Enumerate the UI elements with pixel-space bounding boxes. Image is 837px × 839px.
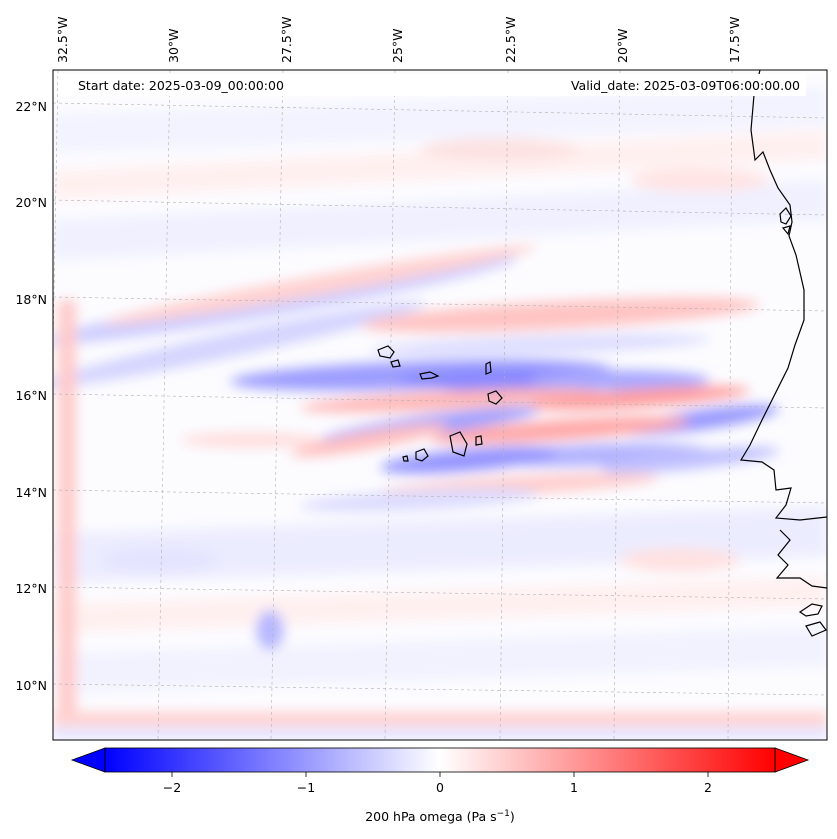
- colorbar-tick-label: 1: [570, 780, 578, 795]
- lon-label-20w: 20°W: [615, 28, 630, 63]
- colorbar-extend-high: [774, 747, 810, 773]
- island-sal: [485, 361, 492, 375]
- map-frame: [52, 69, 828, 741]
- island-santiago: [449, 431, 468, 457]
- lat-label-10n: 10°N: [15, 678, 47, 693]
- lon-label-30w: 30°W: [166, 28, 181, 63]
- lon-label-27-5w: 27.5°W: [279, 17, 294, 63]
- colorbar-extend-low: [70, 747, 106, 773]
- lat-label-22n: 22°N: [15, 99, 47, 114]
- island-santo-antao: [377, 345, 395, 359]
- valid-date-label: Valid_date: 2025-03-09T06:00:00.00: [571, 78, 800, 93]
- longitude-labels: 32.5°W 30°W 27.5°W 25°W 22.5°W 20°W 17.5…: [55, 17, 742, 63]
- coastline: [377, 70, 827, 637]
- colorbar: −2 −1 0 1 2 200 hPa omega (Pa s−1): [70, 747, 810, 824]
- colorbar-tick-label: 0: [436, 780, 444, 795]
- colorbar-tick-label: −2: [163, 780, 181, 795]
- lat-label-20n: 20°N: [15, 195, 47, 210]
- colorbar-ticks: −2 −1 0 1 2: [163, 772, 712, 795]
- lon-label-22-5w: 22.5°W: [503, 17, 518, 63]
- omega-field: [53, 86, 827, 738]
- colorbar-gradient: [105, 748, 775, 772]
- island-sao-vicente: [390, 359, 401, 368]
- map-panel: Start date: 2025-03-09_00:00:00 Valid_da…: [52, 69, 828, 741]
- lat-label-16n: 16°N: [15, 388, 47, 403]
- gridlines: [53, 70, 827, 740]
- island-fogo: [415, 448, 429, 462]
- lon-label-32-5w: 32.5°W: [55, 17, 70, 63]
- start-date-label: Start date: 2025-03-09_00:00:00: [78, 78, 284, 93]
- island-sao-nicolau: [419, 371, 440, 380]
- header-strip: [58, 74, 806, 96]
- lon-label-25w: 25°W: [390, 28, 405, 63]
- lat-label-12n: 12°N: [15, 581, 47, 596]
- lat-label-14n: 14°N: [15, 485, 47, 500]
- island-boa-vista: [487, 390, 503, 405]
- colorbar-label: 200 hPa omega (Pa s−1): [365, 809, 515, 824]
- lat-label-18n: 18°N: [15, 292, 47, 307]
- island-maio: [475, 435, 483, 446]
- island-brava: [402, 455, 409, 462]
- lon-label-17-5w: 17.5°W: [727, 17, 742, 63]
- colorbar-tick-label: 2: [704, 780, 712, 795]
- colorbar-tick-label: −1: [297, 780, 315, 795]
- latitude-labels: 22°N 20°N 18°N 16°N 14°N 12°N 10°N: [15, 99, 47, 693]
